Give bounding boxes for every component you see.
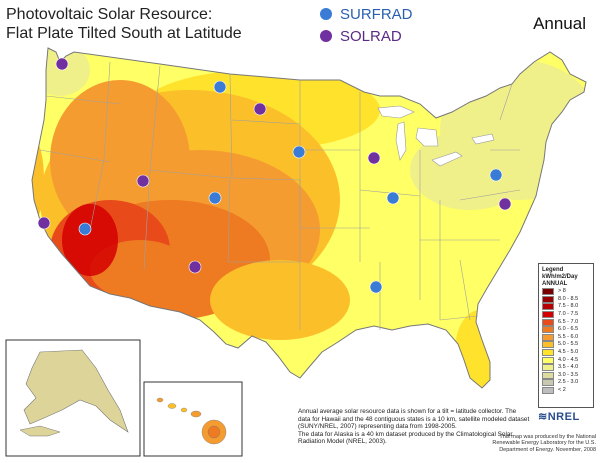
lake-ontario [471,133,495,145]
contiguous-us-solar-field [32,48,586,388]
legend-row: 3.0 - 3.5 [542,371,590,380]
aleutian-islands [19,425,61,437]
legend-label: 4.0 - 4.5 [558,356,579,363]
surfrad-label: SURFRAD [340,6,413,23]
solrad-station-marker [498,197,512,211]
legend-swatch [542,318,554,326]
legend-row: 4.0 - 4.5 [542,356,590,364]
solrad-station-marker [367,151,381,165]
legend-row: 7.5 - 8.0 [542,303,590,311]
solrad-station-marker [55,57,69,71]
legend-label: 7.5 - 8.0 [558,303,579,310]
description-paragraph-2: The data for Alaska is a 40 km dataset p… [298,430,513,446]
us-outline [31,47,587,389]
legend-row: 8.0 - 8.5 [542,295,590,304]
map-description: Annual average solar resource data is sh… [298,408,530,446]
color-legend: Legend kWh/m2/Day ANNUAL > 8 8.0 - 8.5 7.5… [538,263,594,408]
legend-row: 5.5 - 6.0 [542,333,590,342]
lake-erie [431,151,463,167]
legend-label: 2.5 - 3.0 [558,379,579,386]
legend-title: Legend [542,267,564,273]
surfrad-station-marker [369,280,383,294]
legend-swatch [542,379,554,387]
legend-rows: > 8 8.0 - 8.5 7.5 - 8.0 7.0 - 7.5 6.5 - 7.0 6… [542,288,590,395]
legend-swatch [542,288,554,296]
legend-swatch [542,356,554,364]
description-paragraph-1: Annual average solar resource data is sh… [298,408,530,431]
legend-label: 3.0 - 3.5 [558,371,579,378]
solrad-station-marker [253,102,267,116]
surfrad-station-marker [489,168,503,182]
surfrad-station-marker [292,145,306,159]
legend-swatch [542,387,554,395]
legend-label: 4.5 - 5.0 [558,349,579,356]
solrad-station-marker [37,216,51,230]
legend-swatch [542,333,554,341]
surfrad-station-marker [386,191,400,205]
legend-label: 5.5 - 6.0 [558,333,579,340]
legend-label: 8.0 - 8.5 [558,295,579,302]
legend-label: 6.0 - 6.5 [558,326,579,333]
legend-period: ANNUAL [542,281,568,287]
legend-swatch [542,311,554,319]
map-credit: This map was produced by the National Re… [492,434,596,453]
legend-label: 3.5 - 4.0 [558,364,579,371]
map-title-line1: Photovoltaic Solar Resource: [6,6,213,23]
legend-swatch [542,295,554,303]
legend-swatch [542,371,554,379]
legend-row: 6.5 - 7.0 [542,318,590,326]
legend-row: 4.5 - 5.0 [542,349,590,357]
station-markers [37,57,512,294]
solrad-dot-icon [320,30,332,42]
solrad-label: SOLRAD [340,28,402,45]
state-borders [39,61,521,330]
legend-label: 5.0 - 5.5 [558,341,579,348]
legend-label: < 2 [558,387,566,394]
legend-row: 6.0 - 6.5 [542,326,590,334]
lake-superior [377,105,415,119]
map-title-line2: Flat Plate Tilted South at Latitude [6,25,242,42]
legend-units: kWh/m2/Day [542,274,578,280]
alaska-shape [23,349,129,433]
period-label: Annual [533,14,586,33]
nrel-logo: ≋NREL [538,411,580,423]
solrad-legend-item: SOLRAD [320,28,402,45]
legend-label: 7.0 - 7.5 [558,311,579,318]
surfrad-station-marker [208,191,222,205]
surfrad-dot-icon [320,8,332,20]
legend-row: 2.5 - 3.0 [542,379,590,387]
legend-row: 3.5 - 4.0 [542,364,590,372]
lake-huron [415,127,439,147]
legend-swatch [542,303,554,311]
legend-row: > 8 [542,288,590,296]
legend-label: > 8 [558,288,566,295]
legend-row: < 2 [542,387,590,395]
solrad-station-marker [188,260,202,274]
surfrad-legend-item: SURFRAD [320,6,413,23]
hawaii-inset-frame [143,381,243,457]
legend-swatch [542,326,554,334]
lake-michigan [395,121,407,161]
legend-swatch [542,349,554,357]
surfrad-station-marker [78,222,92,236]
solrad-station-marker [136,174,150,188]
surfrad-station-marker [213,80,227,94]
legend-swatch [542,364,554,372]
legend-row: 7.0 - 7.5 [542,311,590,319]
legend-label: 6.5 - 7.0 [558,318,579,325]
hawaii-islands [156,397,227,445]
legend-swatch [542,341,554,349]
legend-row: 5.0 - 5.5 [542,341,590,349]
